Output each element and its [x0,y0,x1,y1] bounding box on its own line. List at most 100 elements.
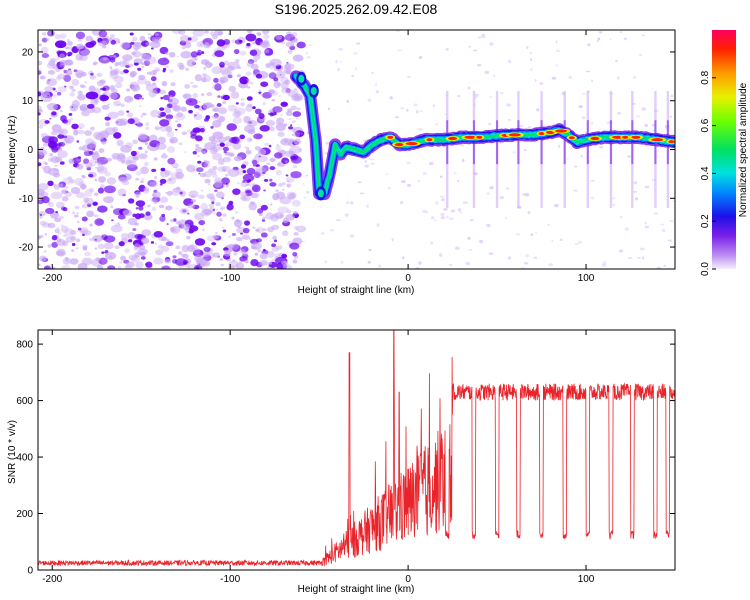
noise-speckle [230,91,240,99]
noise-speckle [51,111,57,116]
noise-speckle [285,214,295,221]
noise-speckle [46,78,58,87]
noise-speckle [219,206,226,210]
noise-speckle [271,224,280,230]
noise-speckle [75,31,86,40]
noise-speckle [293,138,301,145]
colorbar-label: Normalized spectral amplitude [738,82,749,217]
noise-speckle [60,225,69,233]
noise-speckle [44,120,50,124]
noise-speckle [227,61,240,70]
noise-speckle [459,211,462,214]
noise-speckle [623,37,628,40]
noise-speckle [126,164,138,172]
noise-speckle [97,187,105,194]
noise-speckle [536,108,540,112]
noise-speckle [285,111,293,117]
noise-speckle [140,115,143,118]
noise-speckle [55,68,61,73]
noise-speckle [153,257,164,265]
noise-speckle [460,144,464,147]
noise-speckle [292,211,298,215]
spectrogram-y-ticks: -20 -10 0 10 20 [19,47,675,254]
noise-speckle [210,31,216,36]
noise-speckle [222,213,227,217]
noise-speckle [239,248,246,255]
noise-speckle [199,127,205,133]
noise-speckle [49,117,52,120]
spectrogram-x-ticks: -200 -100 0 100 [42,30,595,284]
noise-speckle [148,90,157,98]
noise-speckle [204,42,210,46]
noise-speckle [210,125,214,129]
noise-speckle [641,256,645,260]
noise-speckle [65,140,72,145]
noise-speckle [80,183,87,190]
noise-speckle [122,54,133,61]
x-tick-label: -200 [42,273,62,284]
noise-speckle [578,240,582,244]
noise-speckle [110,224,123,233]
noise-speckle [120,103,125,108]
noise-speckle [98,30,108,38]
noise-speckle [212,234,219,240]
snr-y-ticks: 0 200 400 600 800 [16,340,675,577]
noise-speckle [202,208,213,215]
noise-speckle [231,136,240,144]
noise-speckle [51,241,58,248]
noise-speckle [636,115,641,118]
noise-speckle [133,243,141,249]
noise-speckle [441,198,445,202]
noise-speckle [138,244,146,250]
noise-speckle [88,187,95,193]
noise-speckle [94,247,98,250]
noise-speckle [269,178,273,182]
noise-speckle [215,231,218,235]
noise-speckle [125,160,137,168]
noise-speckle [566,157,569,160]
noise-speckle [41,37,48,43]
snr-frame [37,329,676,571]
noise-speckle [219,258,224,261]
noise-speckle [84,130,93,136]
noise-speckle [618,249,624,253]
noise-speckle [367,98,372,102]
noise-speckle [78,48,90,56]
noise-speckle [188,266,190,269]
noise-speckle [275,145,282,151]
noise-speckle [118,176,128,183]
noise-speckle [38,147,44,155]
noise-speckle [233,155,243,162]
noise-speckle [186,129,191,133]
noise-speckle [247,103,253,107]
noise-speckle [534,78,537,83]
noise-speckle [217,166,227,172]
noise-speckle [240,195,248,201]
noise-speckle [197,160,202,164]
noise-speckle [85,41,95,48]
noise-speckle [86,210,95,218]
noise-speckle [150,76,157,82]
noise-speckle [287,193,296,200]
noise-speckle [245,104,253,112]
noise-speckle [130,41,135,45]
noise-speckle [134,191,142,197]
noise-speckle [292,259,298,264]
noise-speckle [245,33,257,42]
noise-speckle [171,188,181,196]
noise-speckle [154,33,159,37]
noise-speckle [55,90,58,93]
noise-speckle [261,91,272,99]
noise-speckle [281,41,286,45]
noise-speckle [141,97,144,100]
noise-speckle [320,232,325,235]
noise-speckle [161,213,166,217]
noise-speckle [280,114,283,117]
noise-speckle [71,123,79,130]
noise-speckle [86,141,97,150]
noise-speckle [147,204,151,208]
noise-speckle [143,60,151,67]
noise-speckle [94,238,98,241]
noise-speckle [148,134,158,142]
noise-speckle [73,129,78,133]
